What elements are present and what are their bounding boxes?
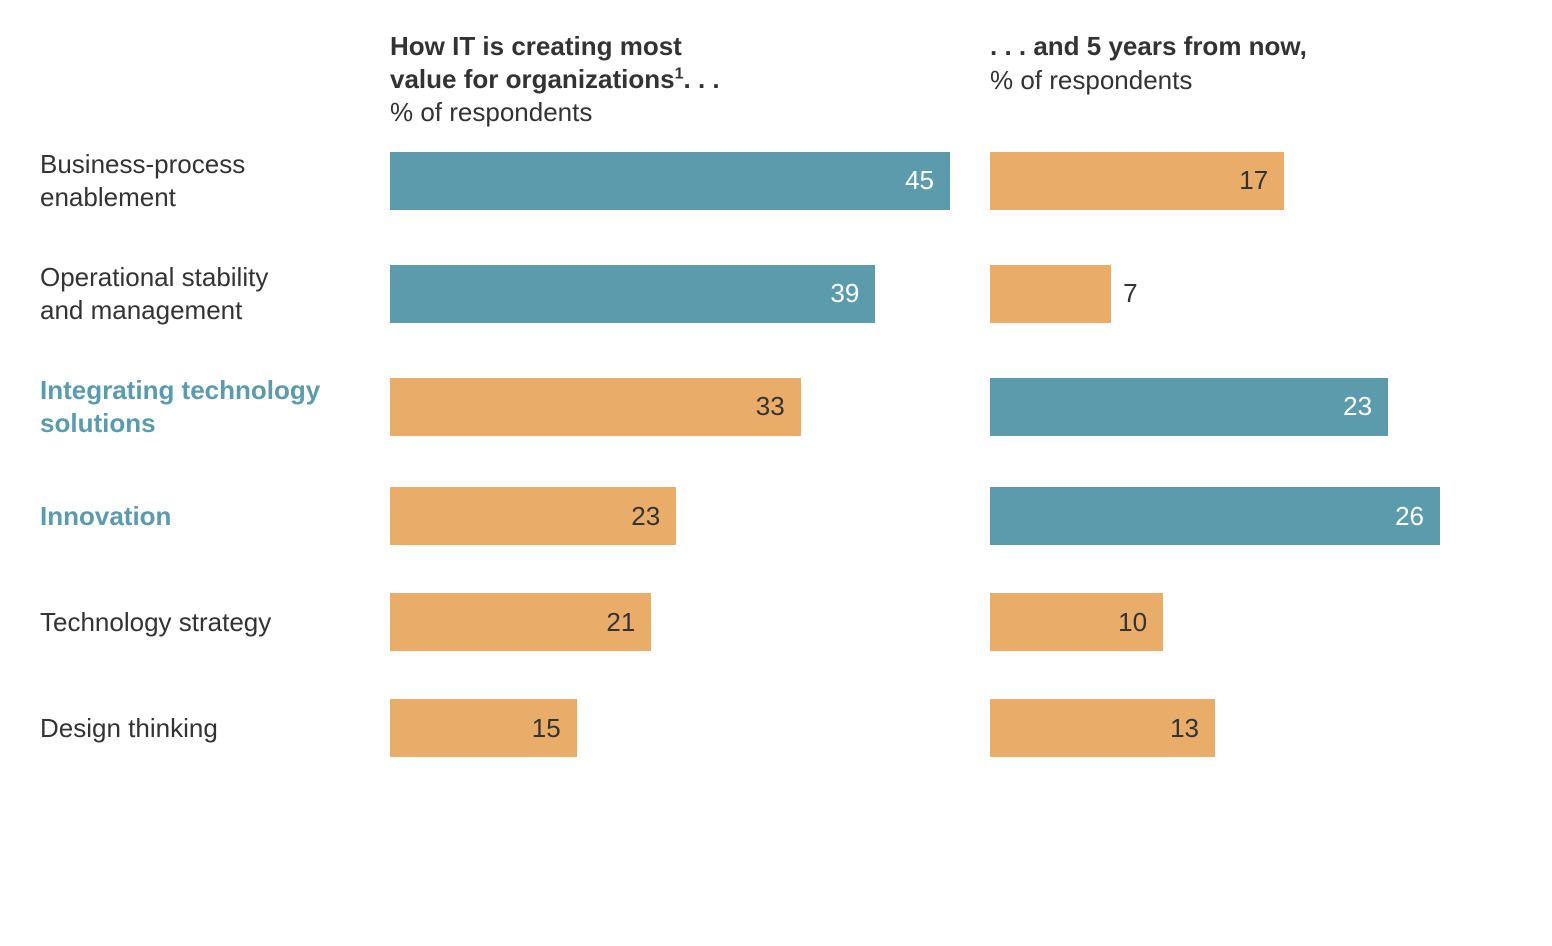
bar-value: 45 [905,165,934,196]
bar-area-series-2: 17 [990,152,1440,210]
row-label: Integrating technologysolutions [40,374,390,439]
chart-container: How IT is creating most value for organi… [40,30,1512,757]
row-label: Business-processenablement [40,148,390,213]
data-row: Operational stabilityand management 39 7 [40,261,1512,326]
col1-title-line1: How IT is creating most [390,31,682,61]
bar-area-series-1: 23 [390,487,990,545]
bar-series-2: 17 [990,152,1284,210]
bar-series-1: 23 [390,487,676,545]
bar-value: 15 [532,713,561,744]
bar-area-series-1: 39 [390,265,990,323]
bar-series-1: 21 [390,593,651,651]
bar-series-1: 39 [390,265,875,323]
bar-series-1: 45 [390,152,950,210]
bar-value: 10 [1118,607,1147,638]
bar-area-series-2: 7 [990,265,1440,323]
header-row: How IT is creating most value for organi… [40,30,1512,128]
rows-container: Business-processenablement 45 17 Operationa… [40,148,1512,757]
bar-value: 17 [1239,165,1268,196]
data-row: Design thinking 15 13 [40,699,1512,757]
bar-value: 7 [1123,278,1137,309]
data-row: Innovation 23 26 [40,487,1512,545]
bar-series-2: 13 [990,699,1215,757]
bar-series-1: 33 [390,378,801,436]
row-label: Design thinking [40,712,390,745]
bar-area-series-2: 10 [990,593,1440,651]
column-1-subtitle: % of respondents [390,97,950,128]
bar-value: 39 [830,278,859,309]
bar-value: 23 [631,501,660,532]
bar-area-series-2: 23 [990,378,1440,436]
bar-area-series-1: 15 [390,699,990,757]
bar-value: 13 [1170,713,1199,744]
data-row: Integrating technologysolutions 33 23 [40,374,1512,439]
data-row: Technology strategy 21 10 [40,593,1512,651]
col1-title-line2: value for organizations [390,64,675,94]
col1-title-suffix: . . . [684,64,720,94]
bar-series-2: 7 [990,265,1111,323]
bar-value: 23 [1343,391,1372,422]
label-column-header [40,30,390,128]
row-label: Operational stabilityand management [40,261,390,326]
column-2-subtitle: % of respondents [990,65,1440,96]
column-2-title: . . . and 5 years from now, [990,30,1440,63]
bar-area-series-2: 13 [990,699,1440,757]
data-row: Business-processenablement 45 17 [40,148,1512,213]
bar-area-series-1: 21 [390,593,990,651]
bar-series-2: 26 [990,487,1440,545]
bar-series-2: 23 [990,378,1388,436]
col1-superscript: 1 [675,65,684,82]
bar-series-1: 15 [390,699,577,757]
column-1-header: How IT is creating most value for organi… [390,30,990,128]
bar-area-series-2: 26 [990,487,1440,545]
bar-area-series-1: 33 [390,378,990,436]
column-2-header: . . . and 5 years from now, % of respond… [990,30,1440,128]
column-1-title: How IT is creating most value for organi… [390,30,950,95]
bar-value: 26 [1395,501,1424,532]
bar-series-2: 10 [990,593,1163,651]
row-label: Technology strategy [40,606,390,639]
bar-area-series-1: 45 [390,152,990,210]
row-label: Innovation [40,500,390,533]
bar-value: 21 [606,607,635,638]
bar-value: 33 [756,391,785,422]
